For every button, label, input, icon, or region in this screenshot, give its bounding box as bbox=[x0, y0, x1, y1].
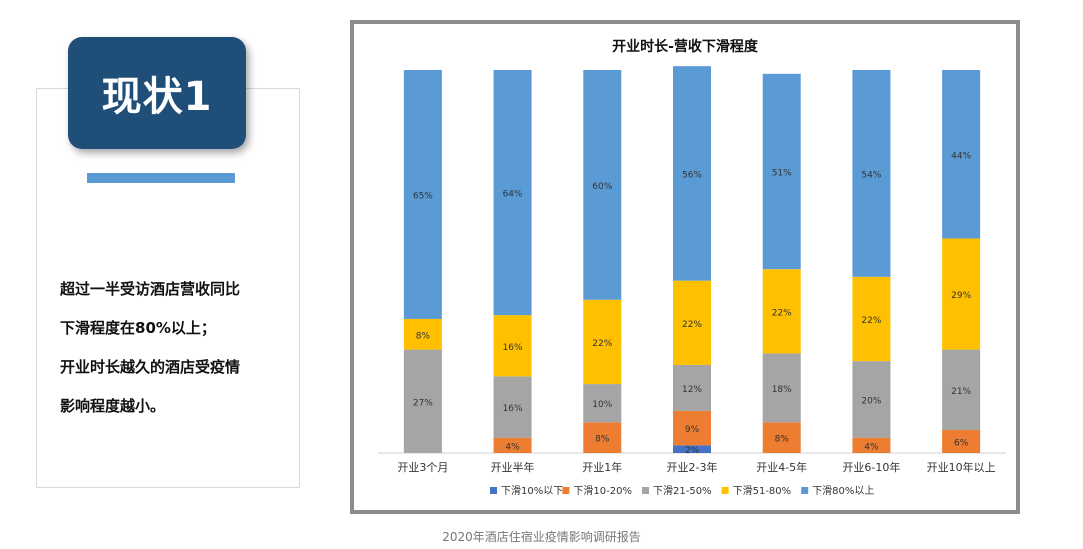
legend-label: 下滑21-50% bbox=[653, 485, 712, 497]
bar-segment bbox=[942, 238, 981, 350]
data-label: 20% bbox=[861, 396, 881, 406]
data-label: 56% bbox=[682, 170, 702, 180]
legend-label: 下滑80%以上 bbox=[812, 485, 874, 497]
data-label: 16% bbox=[503, 404, 523, 414]
bar-segment bbox=[403, 70, 442, 319]
data-label: 29% bbox=[951, 291, 971, 301]
bar-segment bbox=[673, 66, 711, 281]
bar-segment bbox=[583, 299, 622, 385]
bar-segment bbox=[403, 318, 442, 350]
bar-segment bbox=[673, 364, 711, 411]
bar-segment bbox=[583, 70, 622, 300]
data-label: 51% bbox=[772, 168, 792, 178]
bar-segment bbox=[852, 276, 891, 362]
bar-segment bbox=[403, 349, 442, 453]
data-label: 22% bbox=[592, 339, 612, 349]
bar-segment bbox=[493, 376, 532, 438]
bar-segment bbox=[762, 422, 801, 453]
bar-segment bbox=[583, 422, 622, 453]
legend-label: 下滑51-80% bbox=[733, 485, 792, 497]
data-label: 4% bbox=[864, 442, 879, 452]
data-label: 22% bbox=[682, 320, 702, 330]
data-label: 27% bbox=[413, 398, 433, 408]
data-label: 22% bbox=[772, 308, 792, 318]
description-text: 超过一半受访酒店营收同比 下滑程度在80%以上； 开业时长越久的酒店受疫情 影响… bbox=[60, 270, 295, 426]
bar-segment bbox=[493, 70, 532, 316]
legend-swatch bbox=[721, 487, 729, 494]
data-label: 8% bbox=[416, 331, 431, 341]
data-label: 54% bbox=[861, 170, 881, 180]
bar-segment bbox=[493, 437, 532, 453]
legend-label: 下滑10%以下 bbox=[501, 485, 563, 497]
category-label: 开业4-5年 bbox=[756, 460, 807, 474]
description-card bbox=[36, 88, 300, 488]
data-label: 21% bbox=[951, 387, 971, 397]
bar-segment bbox=[493, 315, 532, 377]
category-label: 开业2-3年 bbox=[667, 460, 718, 474]
bar-segment bbox=[942, 430, 981, 453]
data-label: 2% bbox=[685, 446, 700, 456]
bar-segment bbox=[762, 269, 801, 354]
data-label: 16% bbox=[503, 343, 523, 353]
chart-title: 开业时长-营收下滑程度 bbox=[612, 38, 759, 55]
stacked-bar-chart: 开业时长-营收下滑程度0%0%27%8%65%开业3个月0%4%16%16%64… bbox=[378, 38, 1006, 497]
category-label: 开业半年 bbox=[491, 460, 535, 474]
bar-segment bbox=[762, 353, 801, 423]
category-label: 开业3个月 bbox=[397, 461, 448, 474]
category-label: 开业6-10年 bbox=[842, 460, 900, 474]
description-line-1: 超过一半受访酒店营收同比 bbox=[60, 280, 241, 298]
legend-label: 下滑10-20% bbox=[573, 485, 632, 497]
data-label: 18% bbox=[772, 385, 792, 395]
data-label: 8% bbox=[595, 435, 610, 445]
legend-swatch bbox=[801, 487, 809, 494]
bar-segment bbox=[673, 410, 711, 446]
description-line-3: 开业时长越久的酒店受疫情 bbox=[60, 358, 241, 376]
data-label: 22% bbox=[861, 316, 881, 326]
accent-divider bbox=[87, 173, 235, 183]
bar-segment bbox=[673, 445, 711, 453]
bar-segment bbox=[762, 73, 801, 270]
data-label: 10% bbox=[592, 400, 612, 410]
description-line-4: 影响程度越小。 bbox=[60, 397, 166, 415]
data-label: 9% bbox=[685, 425, 700, 435]
bar-segment bbox=[852, 361, 891, 438]
legend-swatch bbox=[562, 487, 570, 494]
data-label: 8% bbox=[775, 435, 790, 445]
data-label: 12% bbox=[682, 385, 702, 395]
data-label: 6% bbox=[954, 439, 969, 449]
bar-segment bbox=[942, 349, 981, 431]
status-badge-title: 现状1 bbox=[68, 37, 246, 149]
data-label: 44% bbox=[951, 151, 971, 161]
data-label: 60% bbox=[592, 182, 612, 192]
bar-segment bbox=[852, 437, 891, 453]
description-line-2: 下滑程度在80%以上； bbox=[60, 319, 216, 337]
data-label: 4% bbox=[505, 442, 520, 452]
data-label: 64% bbox=[503, 190, 523, 200]
bar-segment bbox=[852, 70, 891, 277]
bar-segment bbox=[942, 70, 981, 239]
bar-segment bbox=[583, 384, 622, 423]
category-label: 开业1年 bbox=[582, 460, 622, 474]
bar-segment bbox=[673, 280, 711, 365]
data-label: 65% bbox=[413, 191, 433, 201]
category-label: 开业10年以上 bbox=[927, 460, 996, 474]
legend-swatch bbox=[490, 487, 497, 494]
report-source-caption: 2020年酒店住宿业疫情影响调研报告 bbox=[442, 530, 641, 544]
legend-swatch bbox=[642, 487, 649, 494]
